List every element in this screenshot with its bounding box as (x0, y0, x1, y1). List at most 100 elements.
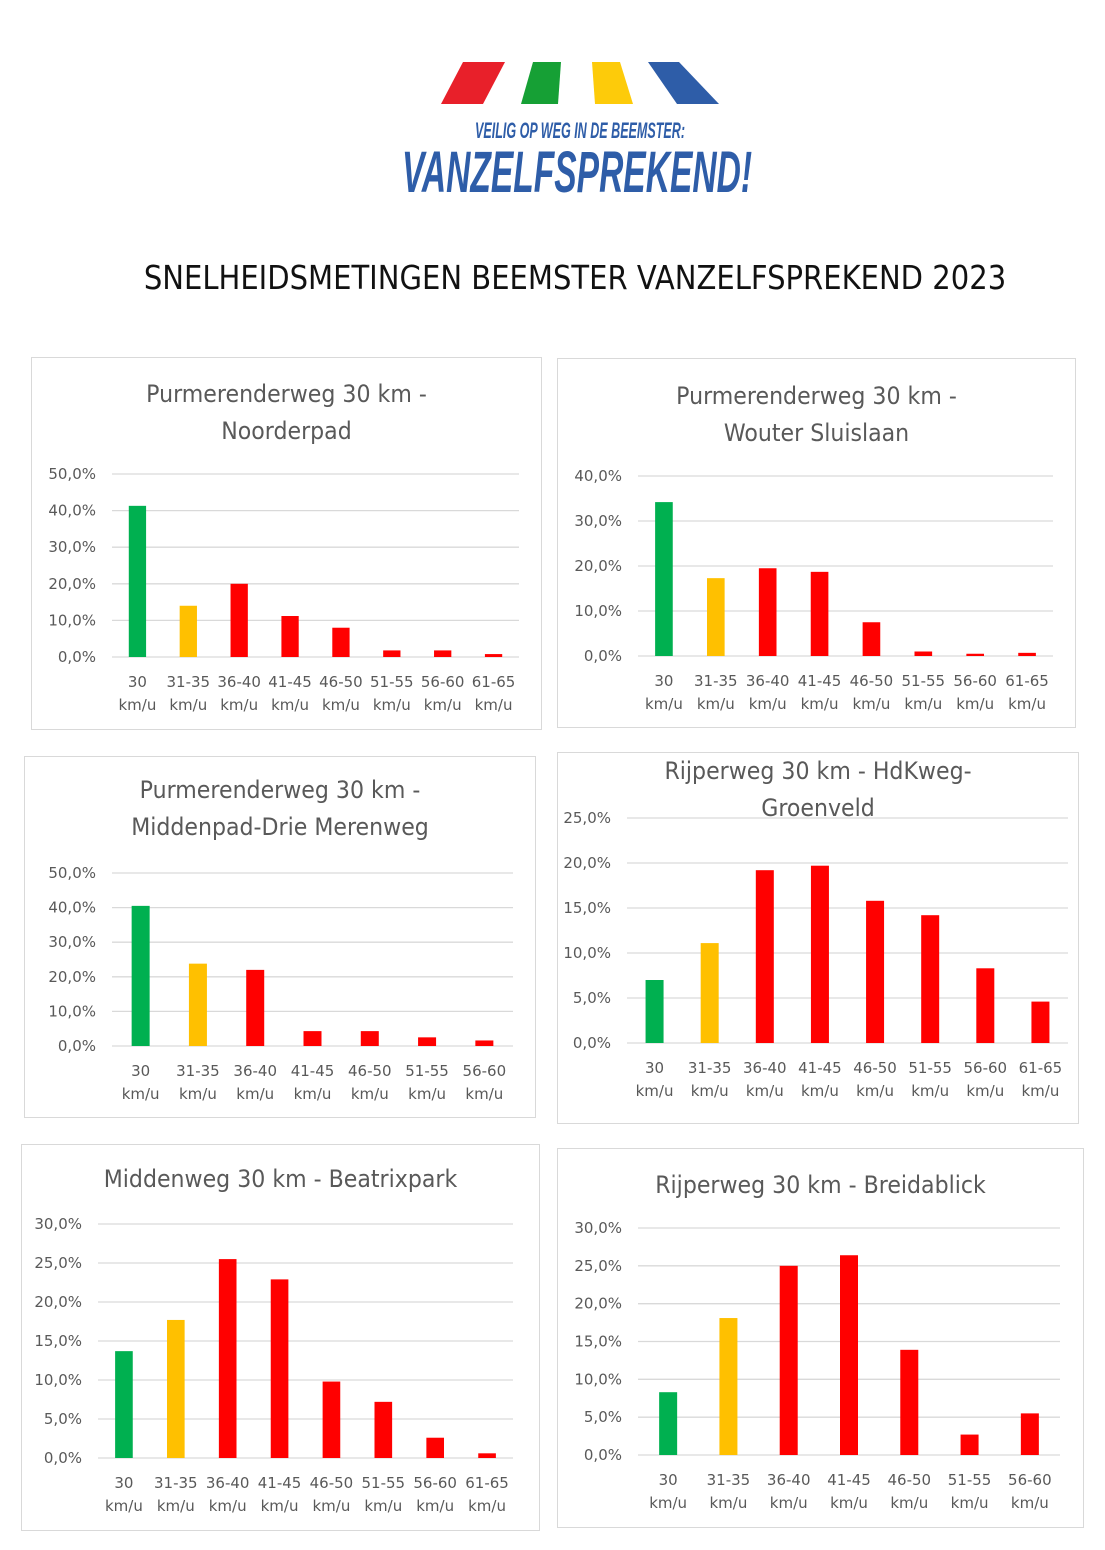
x-tick-label: 31-35 (176, 1062, 220, 1080)
bar-36-40 (230, 583, 248, 657)
bar-61-65 (1018, 652, 1036, 656)
bar-30 (131, 905, 150, 1046)
bar-41-45 (270, 1279, 289, 1458)
chart-svg: 0,0% 10,0% 20,0% 30,0% 40,0% 50,0% 30 km/u 31-35… (48, 864, 513, 1103)
x-tick-label: km/u (1008, 695, 1046, 713)
y-tick-label: 25,0% (574, 1257, 622, 1275)
logo-stripe-yellow (592, 62, 633, 104)
bar-30 (659, 1392, 678, 1455)
x-tick-label: km/u (351, 1085, 389, 1103)
bar-36-40 (758, 568, 777, 656)
y-tick-label: 5,0% (584, 1408, 622, 1426)
chart-title-line: Rijperweg 30 km - Breidablick (655, 1171, 986, 1199)
logo-graphic: VEILIG OP WEG IN DE BEEMSTER: VANZELFSPR… (402, 62, 752, 205)
x-tick-label: km/u (209, 1497, 247, 1515)
x-tick-label: km/u (1011, 1494, 1049, 1512)
bar-51-55 (374, 1401, 393, 1458)
y-tick-label: 20,0% (563, 854, 611, 872)
x-tick-label: km/u (313, 1497, 351, 1515)
x-tick-label: 30 (659, 1471, 678, 1489)
chart-title: Rijperweg 30 km - HdKweg- Groenveld (579, 753, 1057, 827)
x-tick-label: 41-45 (291, 1062, 335, 1080)
x-tick-label: 41-45 (798, 1059, 842, 1077)
y-tick-label: 20,0% (48, 968, 96, 986)
y-tick-label: 0,0% (584, 647, 622, 665)
logo: VEILIG OP WEG IN DE BEEMSTER: VANZELFSPR… (395, 62, 765, 205)
x-tick-label: 36-40 (767, 1471, 811, 1489)
x-tick-label: 46-50 (887, 1471, 931, 1489)
bar-31-35 (719, 1318, 738, 1455)
bar-31-35 (188, 963, 207, 1046)
y-tick-label: 20,0% (48, 575, 96, 593)
bar-41-45 (303, 1031, 322, 1046)
x-tick-label: km/u (801, 1082, 839, 1100)
logo-wordmark: VANZELFSPREKEND! (402, 140, 752, 202)
x-tick-label: 31-35 (694, 672, 738, 690)
x-tick-label: km/u (911, 1082, 949, 1100)
y-tick-label: 30,0% (574, 1219, 622, 1237)
bar-46-50 (332, 627, 350, 657)
x-tick-label: km/u (157, 1497, 195, 1515)
x-tick-label: 56-60 (964, 1059, 1008, 1077)
x-tick-label: km/u (853, 695, 891, 713)
x-tick-label: km/u (322, 696, 360, 714)
bar-41-45 (281, 616, 299, 657)
y-tick-label: 0,0% (584, 1446, 622, 1464)
y-tick-label: 30,0% (34, 1215, 82, 1233)
chart-title-line: Wouter Sluislaan (723, 419, 910, 447)
bar-56-60 (426, 1437, 445, 1458)
x-tick-label: km/u (770, 1494, 808, 1512)
bar-56-60 (976, 968, 995, 1043)
x-tick-label: km/u (966, 1082, 1004, 1100)
y-tick-label: 10,0% (48, 1002, 96, 1020)
x-tick-label: km/u (801, 695, 839, 713)
y-tick-label: 25,0% (563, 809, 611, 827)
chart-wouter-sluislaan: Purmerenderweg 30 km - Wouter Sluislaan 0,… (557, 358, 1076, 728)
x-tick-label: 51-55 (405, 1062, 449, 1080)
bar-36-40 (755, 870, 774, 1043)
chart-title-line: Purmerenderweg 30 km - (676, 382, 957, 410)
bar-51-55 (383, 650, 401, 657)
x-tick-label: km/u (122, 1085, 160, 1103)
bar-30 (655, 502, 673, 656)
y-tick-label: 0,0% (58, 648, 96, 666)
y-tick-label: 10,0% (574, 1370, 622, 1388)
chart-title-line: Noorderpad (221, 417, 352, 445)
chart-title-line: Middenpad-Drie Merenweg (131, 813, 429, 841)
x-tick-label: 36-40 (233, 1062, 277, 1080)
bar-61-65 (478, 1453, 496, 1458)
chart-svg: 0,0% 5,0% 10,0% 15,0% 20,0% 25,0% 30 km/u 31-35 k… (563, 809, 1068, 1100)
chart-title-line: Groenveld (761, 794, 875, 822)
x-tick-label: km/u (649, 1494, 687, 1512)
y-tick-label: 15,0% (563, 899, 611, 917)
x-tick-label: 51-55 (362, 1474, 406, 1492)
x-tick-label: 41-45 (827, 1471, 871, 1489)
y-tick-label: 30,0% (574, 512, 622, 530)
x-tick-label: km/u (856, 1082, 894, 1100)
chart-svg: 0,0% 10,0% 20,0% 30,0% 40,0% 30 km/u 31-35 km/u 3… (574, 467, 1053, 713)
chart-middenpad-drie-merenweg: Purmerenderweg 30 km - Middenpad-Drie Mer… (24, 756, 536, 1118)
chart-hdkweg-groenveld: Rijperweg 30 km - HdKweg- Groenveld 0,0% 5,… (557, 752, 1079, 1124)
x-tick-label: 30 (128, 673, 147, 691)
x-tick-label: 36-40 (206, 1474, 250, 1492)
y-tick-label: 5,0% (44, 1410, 82, 1428)
bar-41-45 (810, 865, 829, 1043)
y-tick-label: 5,0% (573, 989, 611, 1007)
bar-51-55 (921, 915, 940, 1043)
page-title: SNELHEIDSMETINGEN BEEMSTER VANZELFSPREKE… (143, 258, 1007, 297)
x-tick-label: km/u (890, 1494, 928, 1512)
y-tick-label: 30,0% (48, 538, 96, 556)
y-tick-label: 40,0% (574, 467, 622, 485)
x-tick-label: km/u (951, 1494, 989, 1512)
x-tick-label: km/u (465, 1085, 503, 1103)
bar-61-65 (1031, 1001, 1050, 1043)
chart-title: Purmerenderweg 30 km - Middenpad-Drie Mer… (45, 772, 514, 846)
bar-31-35 (179, 605, 197, 657)
bar-36-40 (779, 1265, 798, 1455)
y-tick-label: 10,0% (563, 944, 611, 962)
x-tick-label: km/u (697, 695, 735, 713)
chart-svg: 0,0% 5,0% 10,0% 15,0% 20,0% 25,0% 30,0% 30 km/u 3… (34, 1215, 513, 1515)
chart-svg: 0,0% 10,0% 20,0% 30,0% 40,0% 50,0% 30 km/u 31-35… (48, 465, 519, 714)
chart-title-line: Rijperweg 30 km - HdKweg- (664, 757, 972, 785)
x-tick-label: km/u (119, 696, 157, 714)
